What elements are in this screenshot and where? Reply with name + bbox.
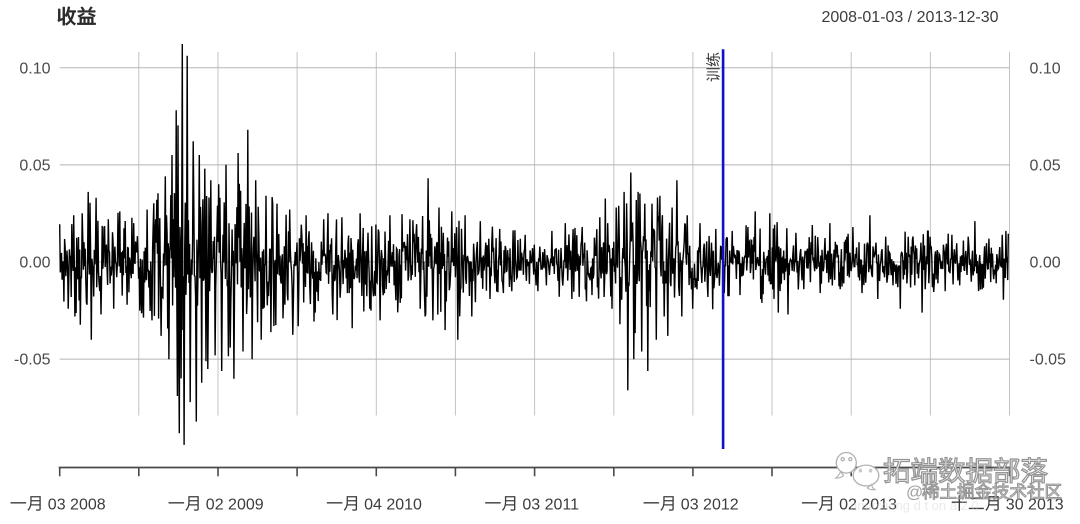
svg-text:0.00: 0.00 bbox=[1030, 255, 1061, 272]
svg-text:02 2013: 02 2013 bbox=[839, 497, 897, 514]
svg-text:nnuoxiong d t on a 2 0: nnuoxiong d t on a 2 0 bbox=[850, 498, 979, 513]
svg-text:03 2012: 03 2012 bbox=[681, 497, 739, 514]
svg-text:2008-01-03 / 2013-12-30: 2008-01-03 / 2013-12-30 bbox=[821, 9, 998, 26]
svg-text:0.05: 0.05 bbox=[1030, 157, 1061, 174]
svg-text:02 2009: 02 2009 bbox=[206, 497, 264, 514]
svg-text:-0.05: -0.05 bbox=[14, 352, 51, 369]
svg-text:30 2013: 30 2013 bbox=[1006, 497, 1064, 514]
svg-text:04 2010: 04 2010 bbox=[364, 497, 422, 514]
svg-text:0.00: 0.00 bbox=[19, 255, 50, 272]
svg-text:@: @ bbox=[906, 483, 923, 502]
svg-text:03 2008: 03 2008 bbox=[48, 497, 106, 514]
svg-text:0.10: 0.10 bbox=[1030, 60, 1061, 77]
svg-text:-0.05: -0.05 bbox=[1030, 352, 1067, 369]
svg-text:0.10: 0.10 bbox=[19, 60, 50, 77]
svg-text:0.05: 0.05 bbox=[19, 157, 50, 174]
svg-text:03 2011: 03 2011 bbox=[522, 497, 579, 514]
